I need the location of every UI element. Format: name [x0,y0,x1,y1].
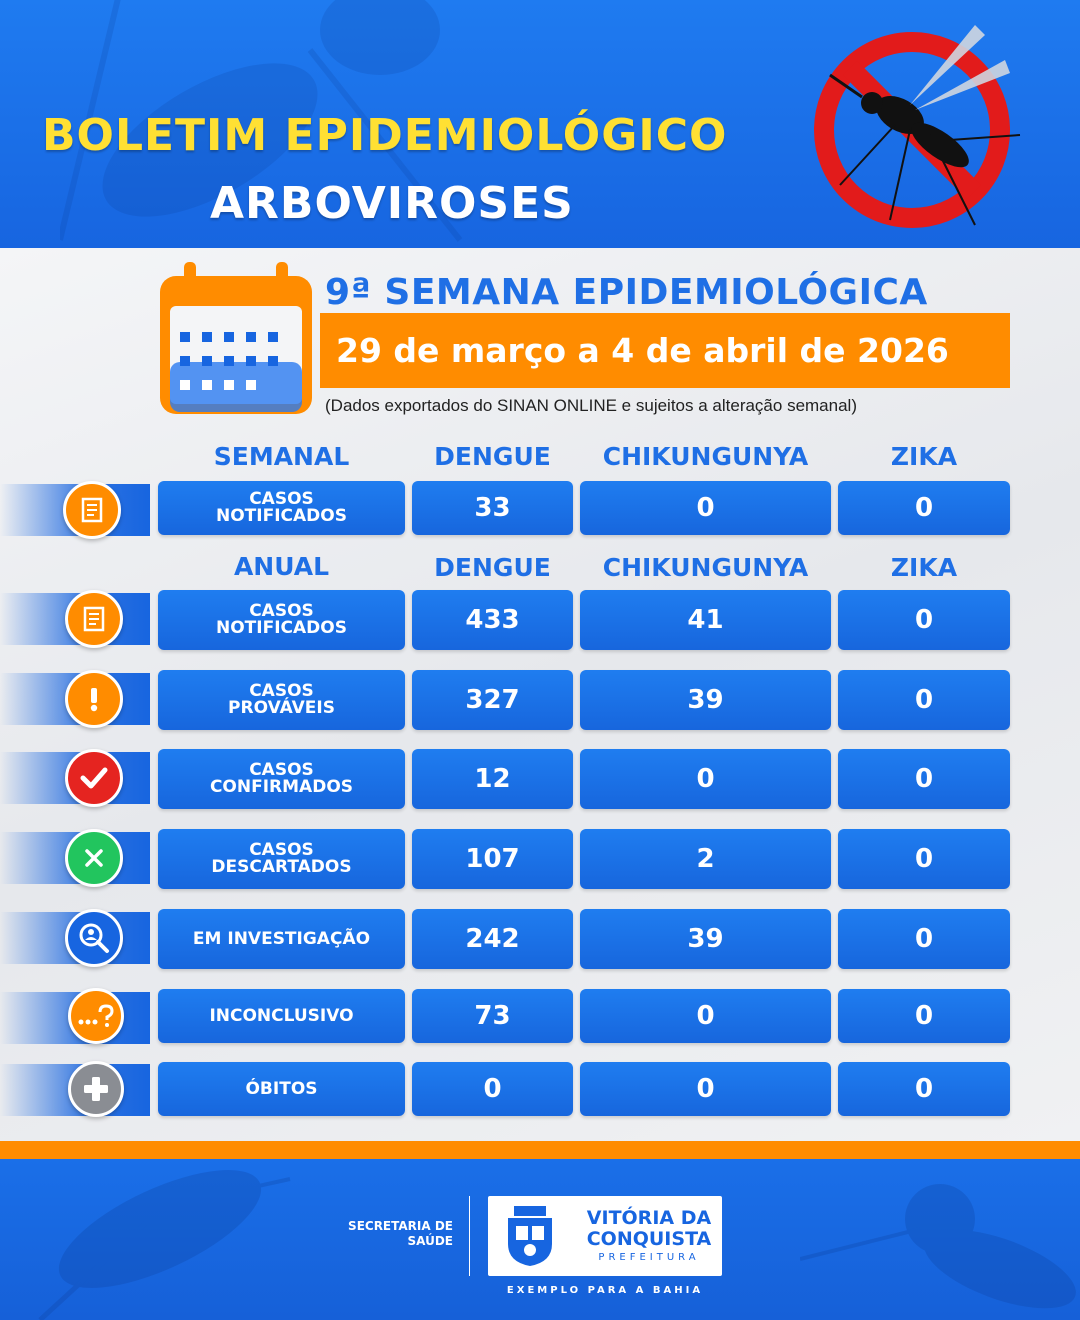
header-dengue: DENGUE [434,442,551,471]
annual-chikungunya-confirmed: 0 [580,749,831,809]
annual-label-deaths: ÓBITOS [158,1062,405,1116]
document-icon [63,481,121,539]
health-department-line2: SAÚDE [407,1234,453,1248]
data-source-note: (Dados exportados do SINAN ONLINE e suje… [325,396,857,415]
city-name-line2: CONQUISTA [586,1228,712,1250]
row-label-line2: DESCARTADOS [211,857,352,877]
annual-dengue-deaths: 0 [412,1062,573,1116]
header: BOLETIM EPIDEMIOLÓGICO ARBOVIROSES [0,0,1080,248]
annual-dengue-confirmed: 12 [412,749,573,809]
annual-label-inconclusive: INCONCLUSIVO [158,989,405,1043]
header-zika: ZIKA [890,553,958,582]
header-weekly: SEMANAL [213,442,350,471]
weekly-chikungunya-notified: 0 [580,481,831,535]
date-range-text: 29 de março a 4 de abril de 2026 [336,331,949,370]
annual-chikungunya-deaths: 0 [580,1062,831,1116]
slogan: EXEMPLO PARA A BAHIA [506,1285,704,1296]
city-name-line1: VITÓRIA DA [586,1207,712,1229]
checkmark-icon [65,749,123,807]
header-annual: ANUAL [233,552,330,581]
annual-label-confirmed: CASOS CONFIRMADOS [158,749,405,809]
annual-zika-probable: 0 [838,670,1010,730]
row-label-line1: CASOS [249,760,314,780]
row-label-line2: PROVÁVEIS [228,698,335,718]
mosquito-background-icon [800,1184,1076,1309]
weekly-zika-notified: 0 [838,481,1010,535]
annual-chikungunya-inconclusive: 0 [580,989,831,1043]
annual-label-investigation: EM INVESTIGAÇÃO [158,909,405,969]
header-dengue: DENGUE [434,553,551,582]
date-range-banner: 29 de março a 4 de abril de 2026 [320,313,1010,388]
annual-dengue-probable: 327 [412,670,573,730]
annual-label-notified: CASOS NOTIFICADOS [158,590,405,650]
city-crest-icon [508,1206,552,1266]
annual-zika-notified: 0 [838,590,1010,650]
header-chikungunya: CHIKUNGUNYA [602,553,809,582]
weekly-label-notified: CASOS NOTIFICADOS [158,481,405,535]
annual-dengue-investigation: 242 [412,909,573,969]
plus-icon [68,1061,124,1117]
mosquito-background-icon [38,1170,291,1320]
annual-dengue-discarded: 107 [412,829,573,889]
annual-dengue-notified: 433 [412,590,573,650]
calendar-icon [160,262,312,414]
annual-zika-confirmed: 0 [838,749,1010,809]
footer-divider [469,1196,470,1276]
cross-icon [65,829,123,887]
row-label-line2: NOTIFICADOS [216,618,347,638]
week-title: 9ª SEMANA EPIDEMIOLÓGICA [325,272,928,313]
bulletin-subtitle: ARBOVIROSES [210,178,574,229]
mosquito-background-icon [60,0,463,242]
annual-dengue-inconclusive: 73 [412,989,573,1043]
annual-label-probable: CASOS PROVÁVEIS [158,670,405,730]
row-label-line1: ÓBITOS [245,1078,318,1099]
no-mosquito-icon [814,25,1021,228]
annual-zika-investigation: 0 [838,909,1010,969]
city-hall-label: PREFEITURA [598,1252,700,1263]
row-label-line1: CASOS [249,681,314,701]
annual-chikungunya-discarded: 2 [580,829,831,889]
annual-zika-discarded: 0 [838,829,1010,889]
row-label-line1: EM INVESTIGAÇÃO [192,928,371,949]
row-label-line1: CASOS [249,601,314,621]
exclamation-icon [65,670,123,728]
annual-label-discarded: CASOS DESCARTADOS [158,829,405,889]
row-label-line2: NOTIFICADOS [216,506,347,526]
city-logo: VITÓRIA DA CONQUISTA PREFEITURA [488,1196,722,1276]
footer-orange-bar [0,1141,1080,1159]
annual-zika-deaths: 0 [838,1062,1010,1116]
row-label-line1: CASOS [249,489,314,509]
footer: SECRETARIA DE SAÚDE VITÓRIA DA CONQUISTA… [0,1159,1080,1320]
header-chikungunya: CHIKUNGUNYA [602,442,809,471]
weekly-dengue-notified: 33 [412,481,573,535]
city-name: VITÓRIA DA CONQUISTA [580,1208,718,1250]
row-label-line1: CASOS [249,840,314,860]
health-department-label: SECRETARIA DE SAÚDE [340,1219,453,1249]
row-label-line1: INCONCLUSIVO [209,1005,354,1026]
magnifier-person-icon [65,909,123,967]
annual-zika-inconclusive: 0 [838,989,1010,1043]
annual-chikungunya-probable: 39 [580,670,831,730]
header-zika: ZIKA [890,442,958,471]
annual-chikungunya-notified: 41 [580,590,831,650]
row-label-line2: CONFIRMADOS [209,777,354,797]
health-department-line1: SECRETARIA DE [348,1219,453,1233]
document-icon [65,590,123,648]
question-icon [68,988,124,1044]
annual-chikungunya-investigation: 39 [580,909,831,969]
bulletin-title: BOLETIM EPIDEMIOLÓGICO [42,110,728,161]
